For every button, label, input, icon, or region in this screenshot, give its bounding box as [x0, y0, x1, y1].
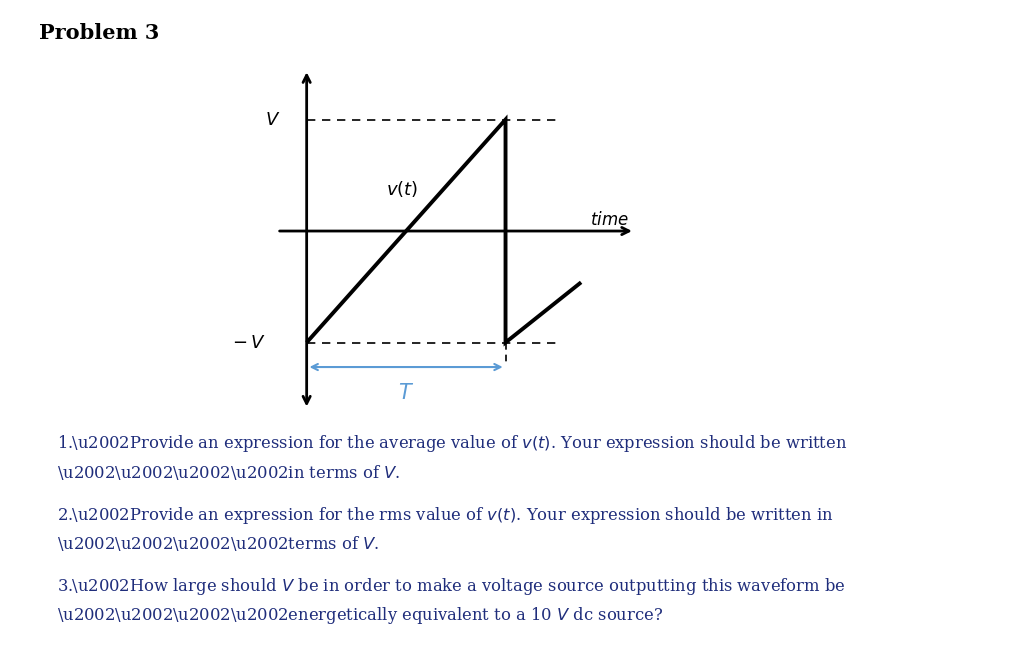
Text: 1.\u2002Provide an expression for the average value of $v(t)$. Your expression s: 1.\u2002Provide an expression for the av… — [57, 433, 847, 454]
Text: $time$: $time$ — [590, 211, 628, 229]
Text: $-\,V$: $-\,V$ — [232, 333, 265, 351]
Text: \u2002\u2002\u2002\u2002energetically equivalent to a 10 $V$ dc source?: \u2002\u2002\u2002\u2002energetically eq… — [57, 605, 663, 626]
Text: \u2002\u2002\u2002\u2002terms of $V$.: \u2002\u2002\u2002\u2002terms of $V$. — [57, 534, 378, 553]
Text: \u2002\u2002\u2002\u2002in terms of $V$.: \u2002\u2002\u2002\u2002in terms of $V$. — [57, 463, 400, 481]
Text: $V$: $V$ — [265, 111, 280, 129]
Text: $v(t)$: $v(t)$ — [386, 179, 419, 199]
Text: $T$: $T$ — [398, 382, 414, 402]
Text: 2.\u2002Provide an expression for the rms value of $v(t)$. Your expression shoul: 2.\u2002Provide an expression for the rm… — [57, 505, 833, 525]
Text: 3.\u2002How large should $V$ be in order to make a voltage source outputting thi: 3.\u2002How large should $V$ be in order… — [57, 576, 845, 597]
Text: Problem 3: Problem 3 — [39, 23, 160, 43]
